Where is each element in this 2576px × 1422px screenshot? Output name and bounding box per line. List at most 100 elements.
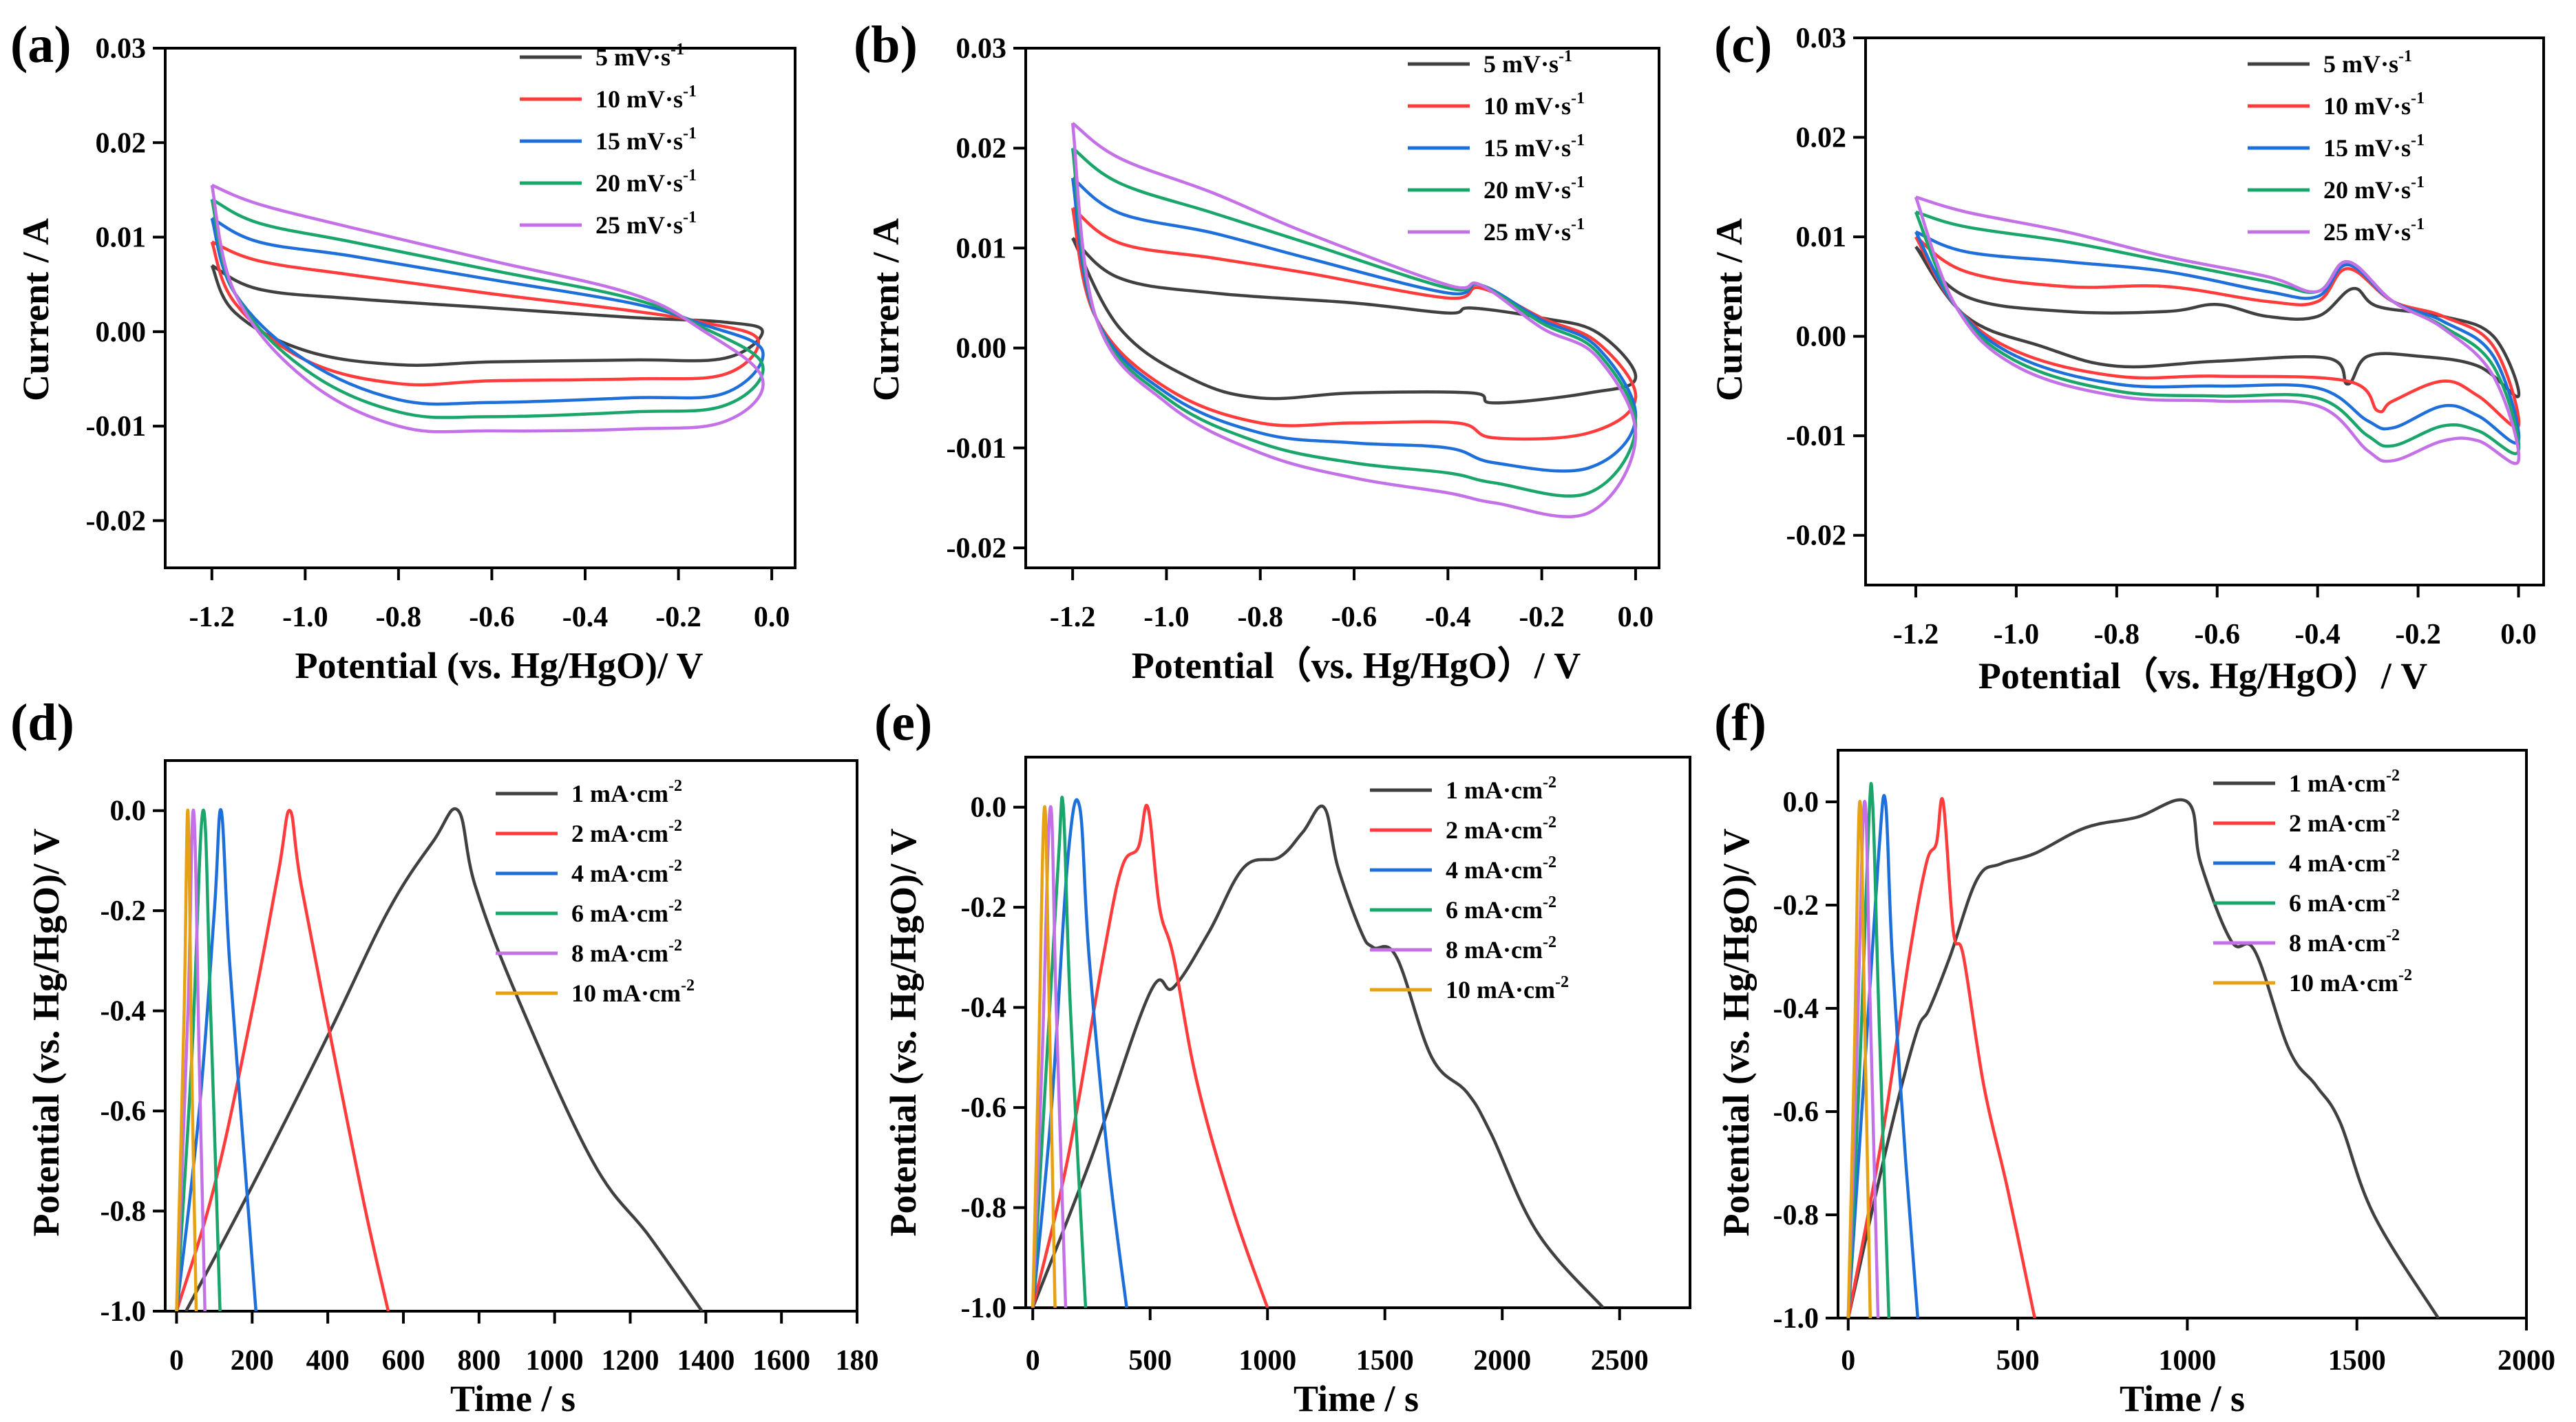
series-line — [175, 808, 207, 1311]
x-tick-label: 0.0 — [1618, 602, 1654, 633]
y-axis-label: Current / A — [1709, 218, 1750, 401]
x-tick-label: -1.2 — [1893, 619, 1939, 650]
x-tick-label: -1.0 — [1994, 619, 2040, 650]
series-line — [1031, 796, 1088, 1308]
x-tick-label: 1400 — [677, 1345, 735, 1377]
legend: 5 mV·s-110 mV·s-115 mV·s-120 mV·s-125 mV… — [1408, 47, 1585, 246]
y-tick-label: -0.4 — [101, 996, 147, 1028]
legend-entry-superscript: -2 — [2386, 847, 2400, 864]
y-tick-label: -0.01 — [947, 433, 1007, 465]
y-tick-label: -0.02 — [947, 533, 1007, 564]
legend-entry: 15 mV·s-1 — [1484, 131, 1585, 162]
series-line — [1031, 804, 1605, 1308]
y-tick-label: -1.0 — [961, 1293, 1007, 1324]
x-tick-label: 1600 — [752, 1345, 810, 1377]
legend-entry-superscript: -1 — [683, 167, 697, 184]
legend-entry-text: 6 mA·cm — [571, 900, 668, 927]
legend-entry: 6 mA·cm-2 — [1446, 893, 1556, 924]
legend-entry-text: 20 mV·s — [595, 169, 683, 197]
x-tick-label: -1.2 — [1050, 602, 1096, 633]
legend-entry-superscript: -2 — [668, 857, 682, 875]
y-tick-label: 0.01 — [1796, 222, 1847, 253]
x-tick-label: -0.8 — [376, 602, 422, 633]
y-tick-label: -0.8 — [101, 1196, 147, 1228]
x-tick-label: 2000 — [2498, 1345, 2555, 1377]
x-tick-label: 0 — [1026, 1345, 1040, 1377]
y-tick-label: -0.02 — [1786, 520, 1847, 552]
legend-entry: 10 mA·cm-2 — [1446, 973, 1569, 1004]
x-tick-label: -0.4 — [1425, 602, 1471, 633]
series-line — [210, 183, 765, 434]
series-line — [1031, 805, 1057, 1308]
plot-frame — [1837, 749, 2528, 1319]
legend-entry-text: 10 mV·s — [1484, 92, 1571, 120]
legend-entry-text: 6 mA·cm — [2289, 889, 2386, 917]
legend-entry-text: 1 mA·cm — [1446, 776, 1543, 804]
plot-frame — [1024, 756, 1691, 1309]
legend-entry: 4 mA·cm-2 — [1446, 853, 1556, 884]
legend-entry: 25 mV·s-1 — [1484, 215, 1585, 246]
legend-entry-text: 5 mV·s — [1484, 50, 1559, 78]
x-tick-label: -0.6 — [1331, 602, 1377, 633]
series-lines — [1031, 796, 1605, 1308]
legend-entry-superscript: -2 — [1555, 973, 1569, 991]
legend-entry-text: 2 mA·cm — [1446, 816, 1543, 844]
x-tick-label: -1.2 — [189, 602, 235, 633]
y-tick-label: 0.01 — [956, 233, 1007, 264]
y-tick-label: -0.4 — [961, 993, 1007, 1024]
series-line — [1846, 800, 1872, 1318]
y-tick-label: 0.03 — [956, 33, 1007, 65]
y-tick-label: 0.03 — [1796, 23, 1847, 54]
series-lines — [1846, 782, 2440, 1318]
y-tick-label: -1.0 — [101, 1296, 147, 1328]
legend-entry: 6 mA·cm-2 — [571, 897, 682, 927]
y-tick-label: -0.6 — [1773, 1096, 1819, 1128]
legend-entry-superscript: -2 — [2398, 966, 2412, 984]
legend-entry: 8 mA·cm-2 — [2289, 926, 2400, 957]
chart-panel-f: (f) 0 500 1000 1500 2000 -1.0 -0.8 -0.6 -0.4 -0.2 0… — [1714, 694, 2555, 1419]
legend-entry: 10 mV·s-1 — [2323, 89, 2425, 120]
y-tick-label: -0.2 — [101, 895, 147, 927]
series-line — [210, 217, 765, 406]
y-tick-label: -0.2 — [961, 892, 1007, 924]
legend-entry-superscript: -2 — [1543, 853, 1556, 871]
legend-entry-text: 4 mA·cm — [571, 860, 668, 887]
legend-entry: 15 mV·s-1 — [2323, 131, 2425, 162]
y-axis-label: Current / A — [15, 218, 56, 401]
legend-entry-text: 15 mV·s — [2323, 134, 2411, 162]
x-axis-label: Potential (vs. Hg/HgO)/ V — [295, 645, 704, 686]
series-lines — [210, 183, 765, 434]
legend-entry-text: 8 mA·cm — [1446, 936, 1543, 964]
panel-label: (d) — [10, 694, 74, 752]
legend-entry-text: 8 mA·cm — [2289, 929, 2386, 957]
legend-entry: 5 mV·s-1 — [2323, 47, 2412, 78]
x-tick-label: 500 — [1128, 1345, 1172, 1377]
legend-entry-text: 25 mV·s — [595, 211, 683, 239]
legend-entry-superscript: -1 — [683, 83, 697, 100]
x-tick-label: 500 — [1996, 1345, 2040, 1377]
series-lines — [1914, 195, 2521, 465]
legend-entry-superscript: -1 — [683, 125, 697, 142]
plot-frame — [1864, 36, 2545, 586]
legend-entry: 8 mA·cm-2 — [571, 937, 682, 967]
series-line — [175, 808, 198, 1311]
legend-entry: 15 mV·s-1 — [595, 125, 697, 155]
legend-entry-superscript: -1 — [1571, 131, 1585, 149]
legend-entry-text: 10 mA·cm — [2289, 969, 2398, 997]
series-line — [210, 264, 764, 367]
legend-entry-text: 1 mA·cm — [571, 780, 668, 807]
series-line — [210, 240, 761, 387]
series-line — [1846, 797, 2036, 1318]
y-tick-label: 0.03 — [96, 33, 147, 65]
panel-label: (c) — [1714, 16, 1772, 74]
legend-entry: 6 mA·cm-2 — [2289, 887, 2400, 917]
legend-entry-text: 8 mA·cm — [571, 940, 668, 967]
series-line — [1846, 800, 1880, 1318]
legend-entry-text: 20 mV·s — [1484, 176, 1571, 204]
panel-label: (a) — [10, 16, 72, 74]
legend-entry-superscript: -2 — [1543, 893, 1556, 911]
y-tick-label: -0.8 — [1773, 1200, 1819, 1231]
x-tick-label: -1.0 — [1143, 602, 1190, 633]
legend-entry: 4 mA·cm-2 — [2289, 847, 2400, 877]
legend-entry-text: 25 mV·s — [2323, 218, 2411, 246]
